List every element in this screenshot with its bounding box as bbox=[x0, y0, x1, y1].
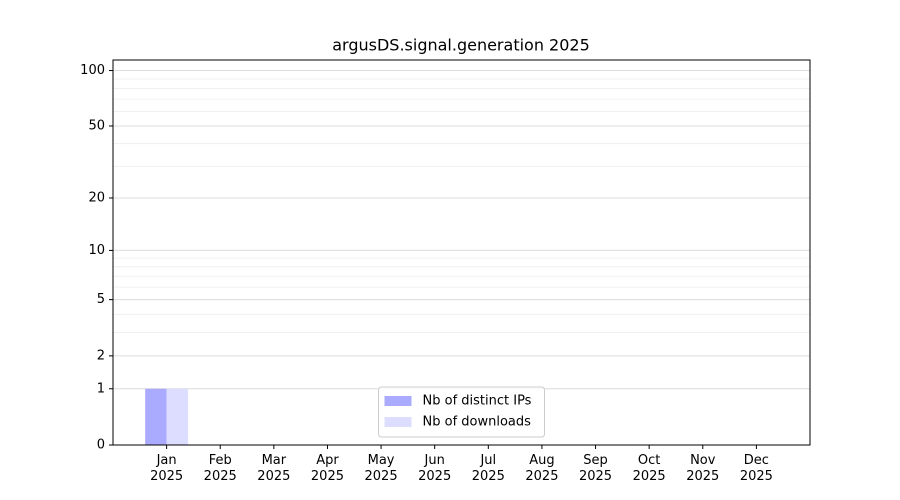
y-tick-label: 0 bbox=[97, 438, 105, 453]
x-tick-label: Nov 2025 bbox=[686, 453, 720, 484]
x-tick-label: Jul 2025 bbox=[471, 453, 505, 484]
x-tick-label: Oct 2025 bbox=[632, 453, 666, 484]
x-tick-label: May 2025 bbox=[364, 453, 398, 484]
legend-label: Nb of downloads bbox=[423, 415, 532, 430]
y-tick-label: 5 bbox=[97, 292, 105, 307]
x-tick-label: Aug 2025 bbox=[525, 453, 559, 484]
x-tick-label: Mar 2025 bbox=[257, 453, 291, 484]
x-tick-label: Apr 2025 bbox=[310, 453, 344, 484]
y-tick-label: 100 bbox=[80, 63, 105, 78]
legend-swatch bbox=[384, 396, 412, 406]
legend-box bbox=[378, 386, 545, 438]
plot-frame bbox=[112, 59, 811, 446]
x-tick-label: Sep 2025 bbox=[578, 453, 613, 484]
y-tick-label: 50 bbox=[88, 118, 105, 133]
x-tick-label: Dec 2025 bbox=[739, 453, 773, 484]
bar bbox=[145, 388, 167, 445]
y-tick-label: 20 bbox=[88, 190, 105, 205]
legend-label: Nb of distinct IPs bbox=[423, 394, 532, 409]
legend-swatch bbox=[384, 417, 412, 427]
y-tick-label: 1 bbox=[97, 381, 105, 396]
y-tick-label: 2 bbox=[97, 348, 105, 363]
bar bbox=[166, 388, 189, 445]
x-tick-label: Feb 2025 bbox=[203, 453, 237, 484]
x-tick-label: Jan 2025 bbox=[150, 453, 184, 484]
chart-title: argusDS.signal.generation 2025 bbox=[332, 36, 590, 55]
y-tick-label: 10 bbox=[88, 243, 105, 258]
x-tick-label: Jun 2025 bbox=[418, 453, 452, 484]
